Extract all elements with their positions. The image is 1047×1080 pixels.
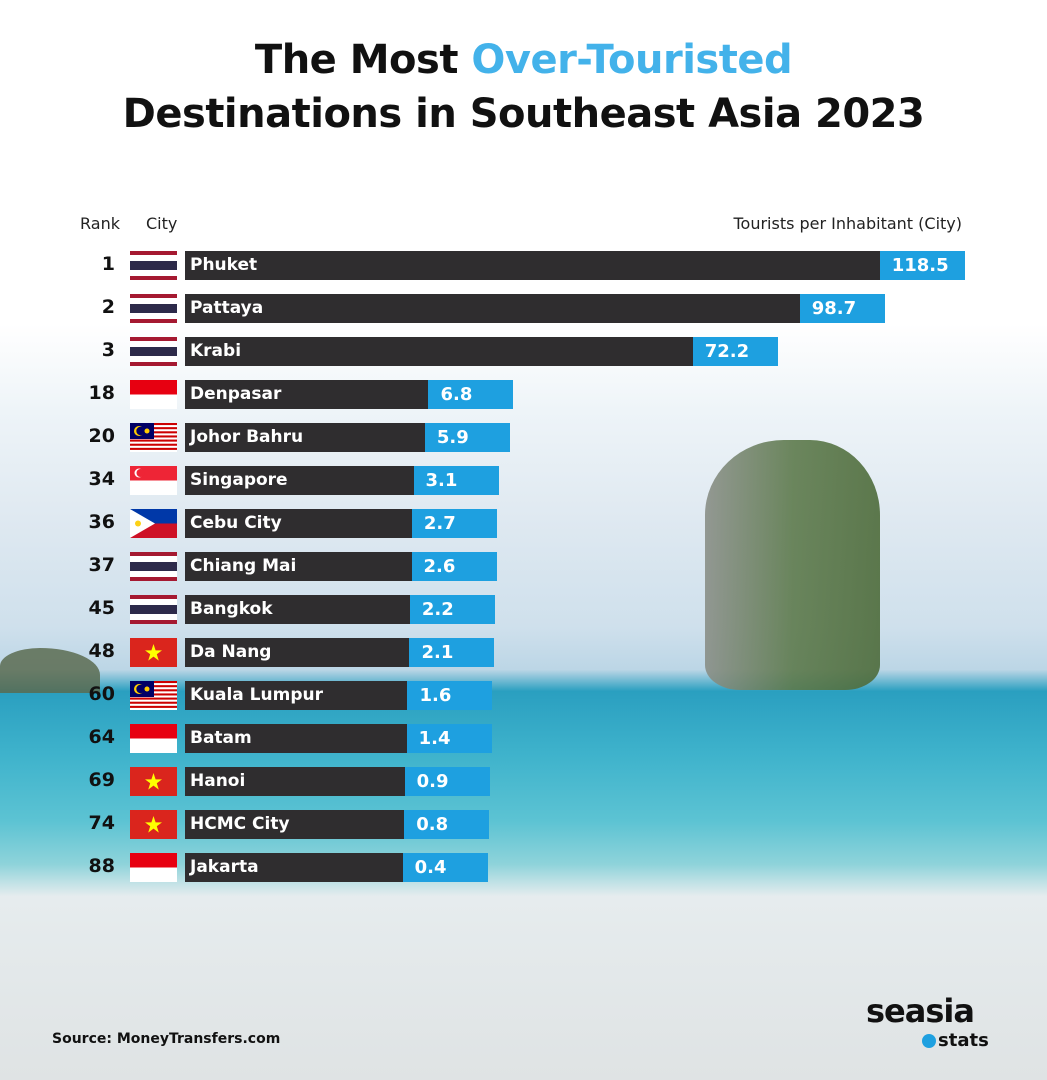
rank-label: 74: [88, 812, 115, 834]
value-label: 72.2: [692, 337, 778, 366]
bar: Hanoi 0.9: [185, 767, 490, 796]
bar: Da Nang 2.1: [185, 638, 495, 667]
title-line-2: Destinations in Southeast Asia 2023: [122, 91, 925, 137]
philippines-flag-icon: [130, 509, 177, 538]
value-label: 1.6: [407, 681, 493, 710]
value-label: 2.2: [409, 595, 495, 624]
indonesia-flag-icon: [130, 380, 177, 409]
bar: Bangkok 2.2: [185, 595, 495, 624]
bar: Krabi 72.2: [185, 337, 778, 366]
city-label: HCMC City: [190, 814, 290, 834]
rank-header: Rank: [80, 214, 120, 233]
city-label: Da Nang: [190, 642, 272, 662]
title-line-1: The Most Over-Touristed: [0, 34, 1047, 86]
source-note: Source: MoneyTransfers.com: [52, 1031, 281, 1047]
vietnam-flag-icon: [130, 767, 177, 796]
value-label: 1.4: [406, 724, 492, 753]
malaysia-flag-icon: [130, 423, 177, 452]
value-label: 118.5: [879, 251, 965, 280]
value-label: 5.9: [424, 423, 510, 452]
thailand-flag-icon: [130, 251, 177, 280]
rank-label: 48: [88, 640, 115, 662]
city-label: Chiang Mai: [190, 556, 297, 576]
rank-label: 36: [88, 511, 115, 533]
bar: Jakarta 0.4: [185, 853, 488, 882]
bar: Chiang Mai 2.6: [185, 552, 497, 581]
bar: Kuala Lumpur 1.6: [185, 681, 493, 710]
title-prefix: The Most: [254, 37, 472, 83]
value-label: 2.7: [411, 509, 497, 538]
vietnam-flag-icon: [130, 810, 177, 839]
city-label: Singapore: [190, 470, 288, 490]
title-highlight: Over-Touristed: [471, 37, 793, 83]
value-label: 6.8: [428, 380, 514, 409]
city-label: Pattaya: [190, 298, 264, 318]
city-label: Johor Bahru: [190, 427, 304, 447]
thailand-flag-icon: [130, 337, 177, 366]
rank-label: 37: [88, 554, 115, 576]
value-label: 3.1: [413, 466, 499, 495]
logo-dot-icon: [922, 1034, 936, 1048]
rock-island-image: [705, 440, 880, 690]
distant-island-image: [0, 648, 100, 693]
city-label: Cebu City: [190, 513, 282, 533]
thailand-flag-icon: [130, 595, 177, 624]
rank-label: 88: [88, 855, 115, 877]
indonesia-flag-icon: [130, 724, 177, 753]
value-header: Tourists per Inhabitant (City): [733, 214, 962, 233]
city-label: Phuket: [190, 255, 258, 275]
rank-label: 69: [88, 769, 115, 791]
city-label: Krabi: [190, 341, 242, 361]
value-label: 2.1: [409, 638, 495, 667]
singapore-flag-icon: [130, 466, 177, 495]
bar: Johor Bahru 5.9: [185, 423, 510, 452]
bar: Denpasar 6.8: [185, 380, 514, 409]
seasia-logo: seasia: [866, 992, 975, 1030]
rank-label: 64: [88, 726, 115, 748]
vietnam-flag-icon: [130, 638, 177, 667]
rank-label: 34: [88, 468, 115, 490]
indonesia-flag-icon: [130, 853, 177, 882]
value-label: 98.7: [799, 294, 885, 323]
logo-stats-text: stats: [938, 1030, 989, 1051]
rank-label: 2: [101, 296, 115, 318]
city-label: Denpasar: [190, 384, 282, 404]
value-label: 0.4: [402, 853, 488, 882]
bar: Phuket 118.5: [185, 251, 965, 280]
bar: Singapore 3.1: [185, 466, 499, 495]
rank-label: 45: [88, 597, 115, 619]
stats-logo: stats: [922, 1030, 989, 1051]
value-label: 0.9: [404, 767, 490, 796]
value-label: 2.6: [411, 552, 497, 581]
city-label: Hanoi: [190, 771, 246, 791]
rank-label: 60: [88, 683, 115, 705]
bar: Pattaya 98.7: [185, 294, 885, 323]
city-label: Bangkok: [190, 599, 273, 619]
malaysia-flag-icon: [130, 681, 177, 710]
rank-label: 3: [101, 339, 115, 361]
city-header: City: [146, 214, 178, 233]
bar: Batam 1.4: [185, 724, 492, 753]
bar: HCMC City 0.8: [185, 810, 490, 839]
city-label: Jakarta: [190, 857, 259, 877]
thailand-flag-icon: [130, 294, 177, 323]
bar: Cebu City 2.7: [185, 509, 497, 538]
value-label: 0.8: [404, 810, 490, 839]
city-label: Batam: [190, 728, 252, 748]
city-label: Kuala Lumpur: [190, 685, 323, 705]
rank-label: 1: [101, 253, 115, 275]
rank-label: 18: [88, 382, 115, 404]
rank-label: 20: [88, 425, 115, 447]
thailand-flag-icon: [130, 552, 177, 581]
